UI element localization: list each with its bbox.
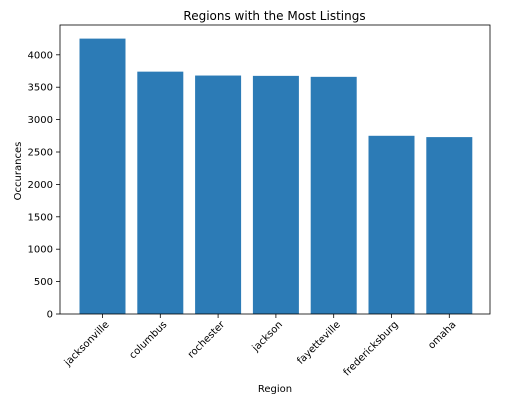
axes-frame: [59, 24, 491, 315]
bar-fredericksburg: [368, 135, 415, 314]
x-tick-label: omaha: [426, 319, 458, 351]
bar-omaha: [426, 137, 473, 314]
plot-area: jacksonville columbus rochester jackson faye…: [28, 24, 491, 378]
x-axis-label: Region: [258, 384, 292, 395]
y-tick-label: 2000: [28, 180, 53, 191]
y-tick-label: 1000: [28, 245, 53, 256]
x-tick-label: rochester: [186, 319, 228, 361]
y-tick-label: 1500: [28, 212, 53, 223]
x-tick-label: fayetteville: [295, 319, 342, 366]
y-tick-label: 4000: [28, 50, 53, 61]
y-tick-label: 0: [47, 310, 53, 321]
x-tick-label: columbus: [127, 319, 169, 361]
x-tick-label: fredericksburg: [342, 319, 401, 378]
y-tick-label: 3500: [28, 83, 53, 94]
bar-fayetteville: [310, 76, 357, 314]
y-tick-label: 500: [34, 277, 53, 288]
chart-title: Regions with the Most Listings: [183, 9, 365, 23]
x-tick-label: jackson: [250, 319, 285, 354]
bar-jacksonville: [79, 38, 126, 315]
bar-rochester: [195, 75, 242, 314]
x-tick-label: jacksonville: [62, 319, 112, 369]
bar-columbus: [137, 71, 184, 315]
y-axis-label: Occurances: [13, 142, 24, 201]
bar-jackson: [252, 75, 299, 315]
y-tick-label: 2500: [28, 148, 53, 159]
y-tick-label: 3000: [28, 115, 53, 126]
